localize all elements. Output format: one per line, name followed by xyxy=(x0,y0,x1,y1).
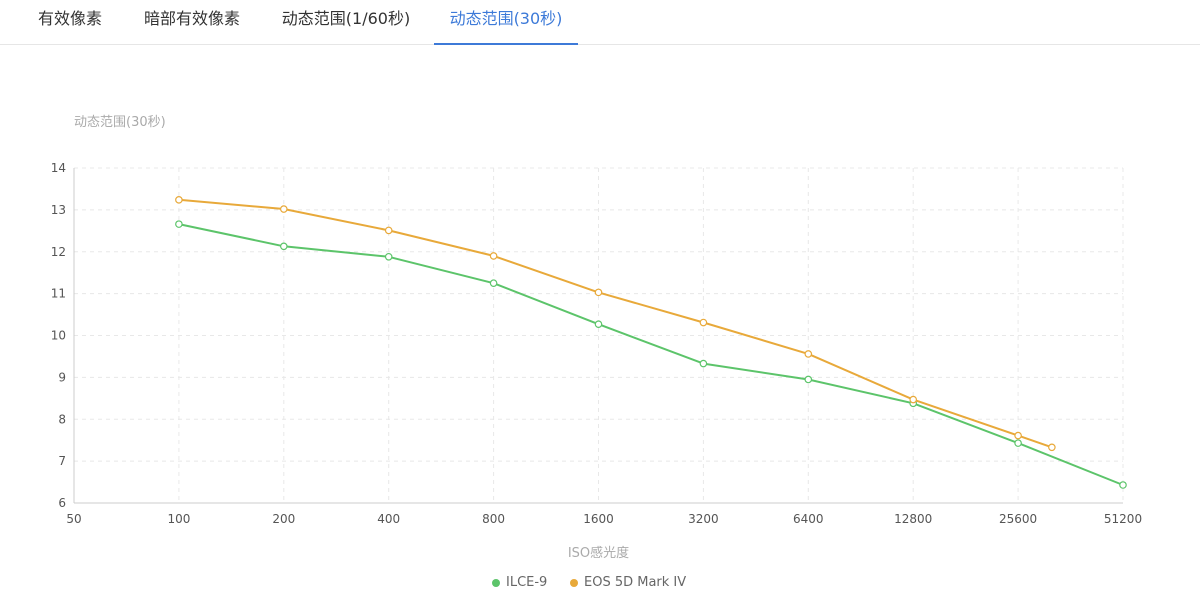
x-axis-title: ISO感光度 xyxy=(568,545,629,561)
data-point-series-1 xyxy=(699,359,708,368)
axis-labels: 6 7 8 9 10 11 12 13 14 50 100 200 400 800 1600 3200 6400… xyxy=(51,115,1142,561)
data-point-series-2 xyxy=(804,350,813,358)
y-tick-label: 14 xyxy=(51,161,66,175)
x-tick-label: 51200 xyxy=(1104,512,1142,526)
data-point-series-2 xyxy=(1048,443,1056,452)
y-tick-label: 11 xyxy=(51,287,66,301)
tab-label: 有效像素 xyxy=(37,9,102,28)
x-tick-label: 6400 xyxy=(793,512,824,526)
legend-item-eos-5d-mark-iv[interactable]: EOS 5D Mark IV xyxy=(570,575,686,590)
x-tick-label: 200 xyxy=(272,512,295,526)
y-tick-label: 7 xyxy=(58,454,66,468)
series-line-1 xyxy=(178,223,1124,486)
data-point-series-1 xyxy=(175,220,183,228)
tab-dynamic-range-30s[interactable]: 动态范围(30秒) xyxy=(434,0,578,45)
data-point-series-1 xyxy=(1119,481,1127,489)
data-point-series-2 xyxy=(175,196,183,204)
y-tick-label: 12 xyxy=(51,245,66,259)
x-tick-label: 3200 xyxy=(688,512,719,526)
x-tick-label: 1600 xyxy=(583,512,614,526)
axes xyxy=(73,168,1123,504)
x-tick-label: 50 xyxy=(66,512,81,526)
series-line-2 xyxy=(178,198,1053,449)
data-point-series-2 xyxy=(699,318,708,327)
data-point-series-2 xyxy=(909,395,918,404)
tab-dynamic-range-1-60s[interactable]: 动态范围(1/60秒) xyxy=(281,0,411,44)
legend-item-ilce-9[interactable]: ILCE-9 xyxy=(492,575,547,590)
tab-label: 动态范围(30秒) xyxy=(449,9,563,28)
x-tick-label: 12800 xyxy=(894,512,932,526)
y-axis-title: 动态范围(30秒) xyxy=(74,115,166,130)
data-point-series-1 xyxy=(384,252,393,261)
tab-shadow-effective-pixels[interactable]: 暗部有效像素 xyxy=(142,0,242,44)
data-point-series-1 xyxy=(279,242,288,251)
tab-effective-pixels[interactable]: 有效像素 xyxy=(36,0,104,44)
legend-swatch xyxy=(570,578,578,587)
x-tick-label: 100 xyxy=(167,512,190,526)
data-point-series-2 xyxy=(279,205,288,213)
legend-label: ILCE-9 xyxy=(506,575,548,590)
data-point-series-2 xyxy=(594,288,603,297)
y-tick-label: 8 xyxy=(58,412,66,426)
tab-bar: 有效像素 暗部有效像素 动态范围(1/60秒) 动态范围(30秒) xyxy=(0,0,1200,45)
data-point-series-1 xyxy=(1014,439,1022,447)
y-tick-label: 6 xyxy=(58,496,66,510)
tab-label: 动态范围(1/60秒) xyxy=(281,9,411,28)
data-point-series-1 xyxy=(804,375,813,384)
x-tick-label: 800 xyxy=(482,512,505,526)
x-tick-label: 400 xyxy=(377,512,400,526)
series-lines xyxy=(175,196,1127,489)
y-tick-label: 13 xyxy=(51,203,66,217)
grid-lines xyxy=(74,167,1124,503)
data-point-series-1 xyxy=(489,279,498,287)
active-tab-indicator xyxy=(434,43,578,45)
y-tick-label: 9 xyxy=(58,370,66,384)
data-point-series-2 xyxy=(384,226,393,235)
legend-label: EOS 5D Mark IV xyxy=(584,575,687,590)
data-point-series-2 xyxy=(1014,431,1022,440)
data-point-series-2 xyxy=(489,252,498,260)
x-tick-label: 25600 xyxy=(999,512,1037,526)
y-tick-label: 10 xyxy=(51,329,66,343)
tab-label: 暗部有效像素 xyxy=(143,9,240,28)
legend: ILCE-9 EOS 5D Mark IV xyxy=(0,575,1200,595)
data-point-series-1 xyxy=(594,320,603,328)
legend-swatch xyxy=(492,578,500,587)
line-chart: 6 7 8 9 10 11 12 13 14 50 100 200 400 800 1600 3200 6400… xyxy=(51,115,1142,561)
